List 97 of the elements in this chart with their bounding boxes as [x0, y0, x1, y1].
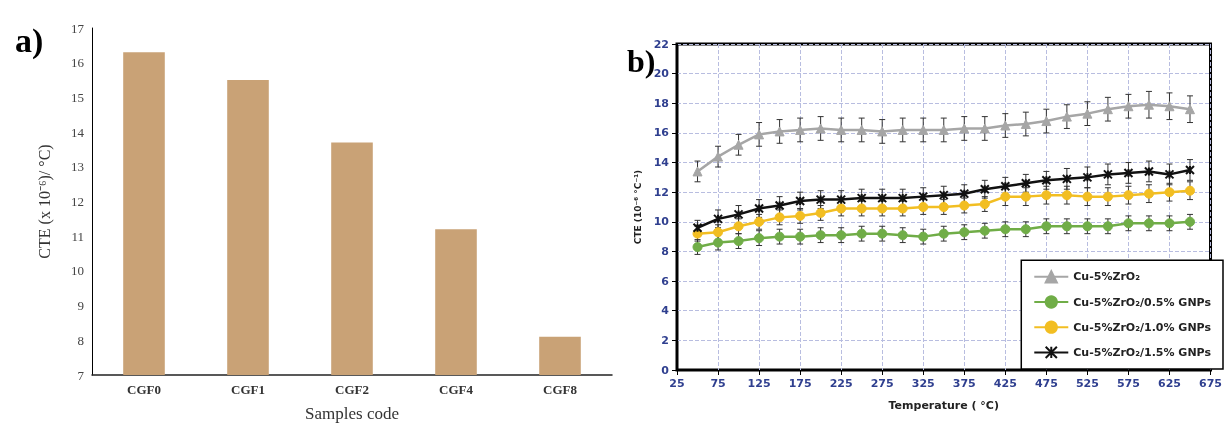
x-tick-label: 25 [669, 377, 685, 390]
y-tick-label: 8 [661, 244, 669, 258]
x-tick-label: 425 [993, 377, 1017, 390]
y-tick-label: 11 [71, 228, 84, 244]
point [1082, 191, 1093, 202]
point [1143, 99, 1154, 110]
point [1164, 101, 1175, 112]
legend-label: Cu-5%ZrO₂/1.5% GNPs [1073, 345, 1212, 359]
y-tick-label: 7 [77, 367, 85, 383]
point [1123, 190, 1134, 201]
y-tick-label: 13 [71, 159, 84, 175]
point [713, 151, 724, 162]
point [959, 123, 970, 134]
point [754, 129, 765, 140]
x-tick-label: 375 [952, 377, 976, 390]
y-tick-label: 12 [653, 185, 669, 199]
point [1041, 221, 1052, 232]
point [1143, 166, 1154, 177]
point [795, 124, 806, 135]
x-axis-title: Temperature ( °C) [888, 399, 999, 412]
point [938, 124, 949, 135]
point [774, 126, 785, 137]
point [1102, 104, 1113, 115]
point [918, 124, 929, 135]
point [1000, 120, 1011, 131]
x-tick-label: CGF4 [439, 382, 474, 397]
x-tick-label: CGF2 [335, 382, 369, 397]
point [1061, 111, 1072, 122]
y-tick-label: 18 [653, 96, 669, 110]
y-tick-label: 10 [71, 263, 84, 279]
point [815, 230, 826, 241]
point [1185, 104, 1195, 115]
point [918, 231, 929, 242]
y-tick-label: 2 [661, 333, 669, 347]
y-axis-title: CTE (10⁻⁶ °C⁻¹) [633, 169, 644, 245]
x-tick-label: 225 [829, 377, 853, 390]
point [836, 230, 847, 241]
y-tick-label: 14 [653, 156, 670, 170]
point [1061, 221, 1072, 232]
x-tick-label: 575 [1116, 377, 1140, 390]
point [1102, 221, 1113, 232]
y-axis-title: CTE (x 10⁻⁶)/ °C) [35, 144, 54, 259]
point [1082, 221, 1093, 232]
y-tick-label: 16 [71, 55, 85, 71]
chart-title: a) [15, 21, 44, 60]
point [815, 123, 826, 134]
y-tick-label: 15 [71, 89, 84, 105]
x-tick-label: CGF1 [231, 382, 265, 397]
point [1020, 119, 1031, 130]
y-tick-label: 16 [653, 126, 670, 140]
x-tick-label: 675 [1199, 377, 1222, 390]
legend-label: Cu-5%ZrO₂ [1073, 270, 1141, 284]
y-tick-label: 17 [71, 20, 85, 36]
point [774, 231, 785, 242]
x-tick-label: 325 [911, 377, 935, 390]
point [856, 124, 867, 135]
point [836, 124, 847, 135]
x-tick-label: CGF8 [543, 382, 578, 397]
y-tick-label: 12 [71, 194, 84, 209]
x-tick-label: 475 [1034, 377, 1058, 390]
point [897, 230, 908, 241]
point [1185, 185, 1195, 196]
point [1123, 167, 1134, 178]
y-tick-label: 22 [653, 37, 669, 51]
point [1082, 108, 1093, 119]
point [1123, 101, 1134, 112]
x-tick-label: 75 [710, 377, 726, 390]
point [1000, 191, 1011, 202]
point [897, 124, 908, 135]
point [1143, 188, 1154, 199]
point [1082, 172, 1093, 183]
x-tick-label: CGF0 [127, 382, 161, 397]
y-tick-label: 0 [661, 363, 670, 377]
point [877, 126, 888, 137]
y-tick-label: 20 [653, 67, 670, 81]
y-tick-label: 14 [71, 124, 85, 140]
point [1102, 169, 1113, 180]
y-tick-label: 10 [653, 215, 670, 229]
point [1041, 116, 1052, 127]
x-tick-label: 625 [1157, 377, 1181, 390]
point [1164, 169, 1175, 180]
x-tick-label: 275 [870, 377, 894, 390]
legend-label: Cu-5%ZrO₂/1.0% GNPs [1073, 320, 1212, 334]
y-tick-label: 9 [77, 298, 84, 314]
y-tick-label: 4 [661, 304, 670, 318]
x-tick-label: 525 [1075, 377, 1099, 390]
point [733, 139, 744, 150]
x-tick-label: 125 [747, 377, 771, 390]
y-tick-label: 8 [77, 332, 84, 348]
legend-label: Cu-5%ZrO₂/0.5% GNPs [1073, 295, 1212, 309]
x-axis-title: Samples code [305, 404, 399, 423]
point [795, 231, 806, 242]
point [979, 123, 990, 134]
point [692, 166, 703, 177]
point [1102, 191, 1113, 202]
y-tick-label: 6 [661, 274, 670, 288]
x-tick-label: 175 [788, 377, 812, 390]
